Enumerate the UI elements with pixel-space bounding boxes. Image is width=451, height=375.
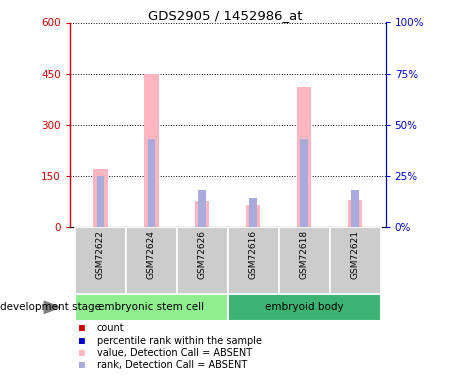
- Bar: [353, 224, 357, 227]
- Text: GSM72618: GSM72618: [299, 230, 308, 279]
- Text: ■: ■: [79, 323, 85, 333]
- Text: GSM72626: GSM72626: [198, 230, 207, 279]
- Bar: [126, 227, 177, 294]
- Text: GSM72622: GSM72622: [96, 230, 105, 279]
- Text: ■: ■: [79, 348, 85, 358]
- Bar: [98, 224, 102, 227]
- Bar: [198, 190, 206, 227]
- Bar: [279, 227, 330, 294]
- Text: embryoid body: embryoid body: [265, 303, 344, 312]
- Bar: [246, 205, 260, 227]
- Bar: [228, 227, 279, 294]
- Text: embryonic stem cell: embryonic stem cell: [98, 303, 204, 312]
- Text: value, Detection Call = ABSENT: value, Detection Call = ABSENT: [97, 348, 252, 358]
- Bar: [200, 224, 204, 227]
- Bar: [75, 227, 126, 294]
- Text: GSM72624: GSM72624: [147, 230, 156, 279]
- Bar: [149, 224, 153, 227]
- Text: ■: ■: [79, 336, 85, 345]
- Text: percentile rank within the sample: percentile rank within the sample: [97, 336, 262, 345]
- Text: development stage: development stage: [0, 302, 101, 312]
- Text: GSM72616: GSM72616: [249, 230, 258, 279]
- Bar: [302, 224, 306, 227]
- Bar: [348, 200, 362, 227]
- Bar: [75, 294, 228, 321]
- Polygon shape: [44, 301, 60, 313]
- Bar: [300, 139, 308, 227]
- Bar: [97, 176, 104, 227]
- Bar: [351, 190, 359, 227]
- Bar: [330, 227, 381, 294]
- Text: rank, Detection Call = ABSENT: rank, Detection Call = ABSENT: [97, 360, 247, 370]
- Bar: [195, 201, 209, 227]
- Bar: [177, 227, 228, 294]
- Bar: [93, 169, 108, 227]
- Text: GSM72621: GSM72621: [350, 230, 359, 279]
- Text: ■: ■: [79, 360, 85, 370]
- Text: count: count: [97, 323, 124, 333]
- Bar: [147, 139, 155, 227]
- Bar: [144, 74, 158, 227]
- Text: GDS2905 / 1452986_at: GDS2905 / 1452986_at: [148, 9, 303, 22]
- Bar: [249, 198, 257, 227]
- Bar: [228, 294, 381, 321]
- Bar: [297, 87, 311, 227]
- Bar: [251, 224, 255, 227]
